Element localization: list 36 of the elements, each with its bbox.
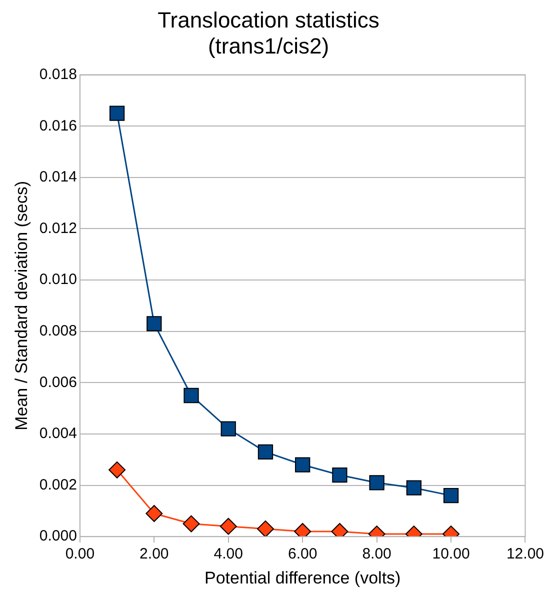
y-tick-label: 0.008 xyxy=(39,322,77,340)
point xyxy=(295,457,310,472)
y-tick-label: 0.016 xyxy=(39,117,77,134)
point xyxy=(109,106,125,121)
x-tick-label: 0.00 xyxy=(65,546,95,563)
y-tick-label: 0.012 xyxy=(39,220,77,237)
x-tick-label: 12.00 xyxy=(506,546,544,563)
y-tick-label: 0.010 xyxy=(39,271,77,288)
point xyxy=(256,520,274,537)
text: Translocation statistics xyxy=(158,7,380,32)
x-tick-label: 4.00 xyxy=(214,546,243,563)
point xyxy=(146,505,163,522)
point xyxy=(182,515,200,532)
point xyxy=(146,316,162,332)
y-axis-title: Mean / Standard deviation (secs) xyxy=(12,180,31,430)
y-tick-label: 0.004 xyxy=(39,425,77,442)
x-tick-label: 10.00 xyxy=(432,546,470,563)
x-tick-label: 8.00 xyxy=(362,546,392,563)
y-tick-label: 0.018 xyxy=(39,66,77,83)
point xyxy=(220,518,237,535)
y-tick-label: 0.000 xyxy=(39,528,77,545)
point xyxy=(258,444,274,460)
x-tick-label: 2.00 xyxy=(140,546,169,563)
point xyxy=(332,467,348,483)
point xyxy=(369,475,384,490)
point xyxy=(184,388,199,404)
y-tick-label: 0.006 xyxy=(39,374,77,391)
point xyxy=(406,480,422,496)
text: (trans1/cis2) xyxy=(208,34,330,59)
x-axis-title: Potential difference (volts) xyxy=(204,568,401,588)
point xyxy=(220,421,236,436)
y-tick-label: 0.002 xyxy=(39,476,77,494)
x-tick-label: 6.00 xyxy=(288,546,318,563)
point xyxy=(108,461,126,478)
y-tick-label: 0.014 xyxy=(39,168,77,186)
point xyxy=(443,488,459,504)
